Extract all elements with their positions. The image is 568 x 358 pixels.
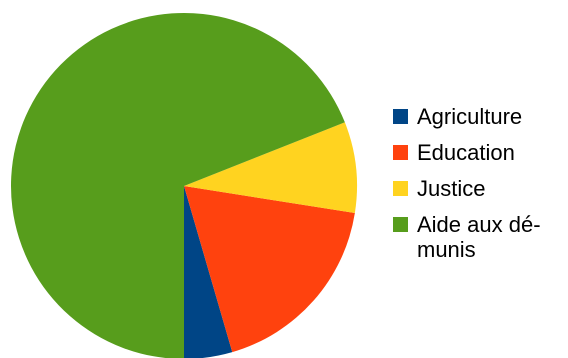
- pie-slice-agriculture: [184, 186, 233, 358]
- legend-label-aide-aux-demunis: Aide aux dé- munis: [417, 212, 567, 262]
- legend-swatch-justice: [393, 181, 408, 196]
- legend-swatch-education: [393, 145, 408, 160]
- legend-label-aide-aux-demunis-line-1: Aide aux dé-: [417, 212, 541, 237]
- pie-slice-aide-aux-de-munis: [11, 13, 345, 358]
- legend-swatch-aide-aux-demunis: [393, 217, 408, 232]
- legend-label-education: Education: [417, 140, 515, 165]
- legend-label-aide-aux-demunis-line-2: munis: [417, 237, 476, 262]
- legend-item-agriculture: Agriculture: [393, 104, 567, 129]
- legend-item-education: Education: [393, 140, 567, 165]
- legend-item-justice: Justice: [393, 176, 567, 201]
- pie-slice-justice: [184, 122, 357, 214]
- pie-slice-education: [184, 186, 355, 353]
- legend-label-justice: Justice: [417, 176, 486, 201]
- legend-swatch-agriculture: [393, 109, 408, 124]
- legend: Agriculture Education Justice Aide aux d…: [393, 104, 567, 273]
- legend-item-aide-aux-demunis: Aide aux dé- munis: [393, 212, 567, 262]
- legend-label-agriculture: Agriculture: [417, 104, 523, 129]
